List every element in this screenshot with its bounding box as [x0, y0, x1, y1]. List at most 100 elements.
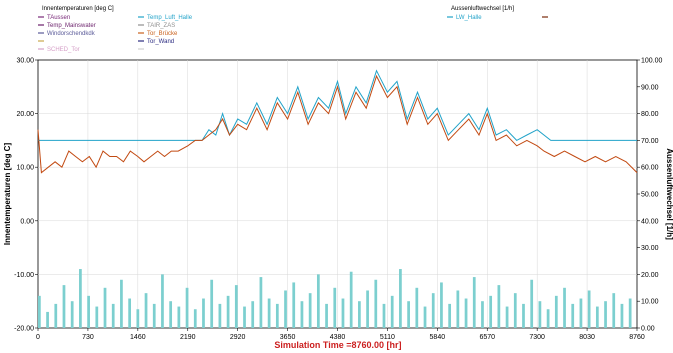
- legend-label-8: SCHED_Tor: [47, 47, 80, 53]
- bar-45: [407, 301, 410, 328]
- bar-68: [595, 306, 599, 328]
- x-tick-label-3: 2190: [180, 334, 196, 341]
- y-axis-left-title: Innentemperaturen [deg C]: [3, 143, 12, 246]
- bar-54: [481, 301, 484, 328]
- bar-42: [382, 303, 386, 328]
- series-line-1: [37, 74, 638, 174]
- legend-label-0: TAussen: [47, 15, 70, 21]
- right-legend-label-0: LW_Halle: [456, 15, 482, 21]
- bar-66: [579, 298, 583, 328]
- bar-36: [333, 287, 337, 328]
- y-right-tick-label-2: 20.00: [641, 272, 659, 279]
- x-tick-label-12: 8760: [629, 334, 645, 341]
- bar-52: [464, 298, 468, 328]
- bar-70: [612, 293, 616, 328]
- bar-23: [226, 295, 230, 328]
- bar-65: [571, 303, 575, 328]
- bar-9: [111, 303, 115, 328]
- legend-label-5: Tor_Brücke: [147, 31, 178, 37]
- x-axis-ticks: 0 730 1460 2190 2920 3650 4380 5110 5840 6570 7300…: [36, 328, 645, 341]
- bar-44: [399, 269, 402, 328]
- bar-57: [505, 306, 509, 328]
- bar-67: [587, 290, 591, 328]
- bar-53: [472, 277, 476, 328]
- bar-17: [177, 306, 181, 328]
- bar-15: [161, 274, 164, 328]
- bar-71: [620, 303, 624, 328]
- bar-46: [415, 287, 419, 328]
- bar-58: [513, 293, 517, 328]
- y-axis-right-title: Aussenluftwechsel [1/h]: [665, 148, 673, 240]
- y-right-tick-label-9: 90.00: [641, 84, 659, 91]
- bar-29: [275, 303, 279, 328]
- bar-21: [210, 279, 214, 328]
- bar-59: [522, 303, 525, 328]
- legend-label-2: Temp_Mainswater: [47, 23, 96, 29]
- bar-27: [259, 277, 263, 328]
- x-tick-label-1: 730: [82, 334, 94, 341]
- legend-label-4: Windorschendkdk: [47, 31, 96, 37]
- bar-33: [308, 293, 312, 328]
- right-legend-items: LW_Halle: [447, 15, 548, 21]
- bar-47: [423, 306, 427, 328]
- lw-halle-bars: [38, 269, 632, 328]
- bar-22: [218, 303, 222, 328]
- y-right-tick-label-4: 40.00: [641, 218, 659, 225]
- bar-2: [54, 303, 58, 328]
- x-tick-label-6: 4380: [330, 334, 346, 341]
- legend-label-3: TAIR_ZAS: [147, 23, 175, 29]
- left-legend-items: TAussen Temp_Luft_Halle Temp_Mainswater TAI…: [38, 15, 193, 53]
- y-axis-left-ticks: -20.00 -10.00 0.00 10.00 20.00 30.00: [14, 58, 38, 333]
- grid-lines: [38, 60, 637, 328]
- y-right-tick-label-6: 60.00: [641, 165, 659, 172]
- bar-32: [300, 301, 304, 328]
- bar-12: [136, 309, 140, 328]
- bar-50: [448, 303, 452, 328]
- bar-55: [489, 295, 493, 328]
- bar-39: [358, 301, 361, 328]
- x-tick-label-11: 8030: [579, 334, 595, 341]
- y-left-tick-label-1: -10.00: [14, 272, 34, 279]
- y-right-tick-label-3: 30.00: [641, 245, 659, 252]
- bar-61: [538, 301, 542, 328]
- x-tick-label-2: 1460: [130, 334, 146, 341]
- bar-11: [128, 298, 131, 328]
- y-right-tick-label-0: 0.00: [641, 326, 655, 333]
- bar-14: [152, 303, 156, 328]
- bar-10: [120, 279, 123, 328]
- bar-25: [243, 306, 246, 328]
- x-tick-label-10: 7300: [529, 334, 545, 341]
- y-left-tick-label-0: -20.00: [14, 326, 34, 333]
- bar-1: [46, 311, 49, 328]
- bar-41: [374, 279, 378, 328]
- x-tick-label-4: 2920: [230, 334, 246, 341]
- x-tick-label-8: 5840: [430, 334, 446, 341]
- bar-62: [546, 309, 550, 328]
- bar-49: [440, 282, 443, 328]
- left-legend-title: Innentemperaturen [deg C]: [42, 6, 114, 12]
- bar-34: [316, 274, 320, 328]
- bar-13: [144, 293, 148, 328]
- bar-26: [251, 301, 255, 328]
- x-tick-label-7: 5110: [380, 334, 395, 341]
- bar-30: [284, 290, 287, 328]
- bar-63: [554, 295, 558, 328]
- x-tick-label-9: 6570: [479, 334, 495, 341]
- bar-24: [234, 285, 238, 328]
- x-tick-label-0: 0: [36, 334, 40, 341]
- bar-20: [202, 298, 205, 328]
- bar-6: [87, 295, 90, 328]
- legend-area: Innentemperaturen [deg C] Aussenluftwech…: [38, 6, 548, 53]
- y-right-tick-label-1: 10.00: [641, 299, 659, 306]
- bar-16: [169, 301, 173, 328]
- temperature-lines: [37, 69, 638, 174]
- bar-64: [563, 287, 566, 328]
- bar-37: [341, 298, 345, 328]
- y-right-tick-label-10: 100.00: [641, 58, 663, 65]
- bar-56: [497, 285, 501, 328]
- bar-72: [628, 298, 632, 328]
- x-tick-label-5: 3650: [280, 334, 296, 341]
- y-right-tick-label-7: 70.00: [641, 138, 659, 145]
- bar-31: [292, 282, 296, 328]
